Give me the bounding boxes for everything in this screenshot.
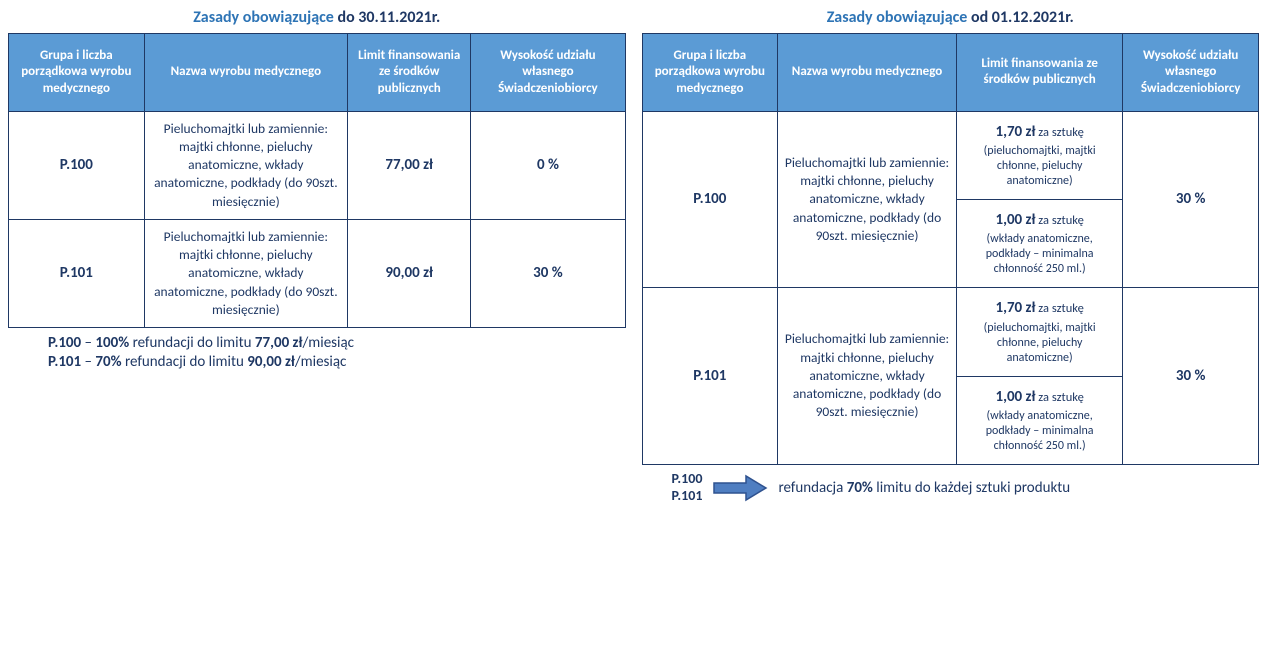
left-panel: Zasady obowiązujące do 30.11.2021r. Grup… xyxy=(8,8,626,504)
left-row0-code: P.100 xyxy=(9,111,145,219)
table-row: P.101 Pieluchomajtki lub zamiennie: majt… xyxy=(642,288,1259,376)
right-footer-codes: P.100 P.101 xyxy=(672,471,703,505)
left-footer-line-1: P.101 – 70% refundacji do limitu 90,00 z… xyxy=(8,353,626,371)
left-table: Grupa i liczba porządkowa wyrobu medyczn… xyxy=(8,33,626,328)
left-col-3: Wysokość udziału własnego Świadczeniobio… xyxy=(471,34,625,112)
left-col-2: Limit finansowania ze środków publicznyc… xyxy=(348,34,471,112)
right-row1-limit-0: 1,70 zł za sztukę (pieluchomajtki, majtk… xyxy=(956,288,1122,376)
right-row1-pct: 30 % xyxy=(1123,288,1259,465)
right-col-0: Grupa i liczba porządkowa wyrobu medyczn… xyxy=(642,34,778,112)
right-row0-code: P.100 xyxy=(642,111,778,288)
left-title-date: do 30.11.2021r. xyxy=(337,8,440,27)
right-col-3: Wysokość udziału własnego Świadczeniobio… xyxy=(1123,34,1259,112)
arrow-right-icon xyxy=(712,474,768,502)
right-row0-limit-1: 1,00 zł za sztukę (wkłady anatomiczne, p… xyxy=(956,200,1122,288)
left-row1-code: P.101 xyxy=(9,219,145,327)
left-footer-line-0: P.100 – 100% refundacji do limitu 77,00 … xyxy=(8,334,626,352)
left-row0-pct: 0 % xyxy=(471,111,625,219)
right-col-2: Limit finansowania ze środków publicznyc… xyxy=(956,34,1122,112)
right-row1-limit-1: 1,00 zł za sztukę (wkłady anatomiczne, p… xyxy=(956,376,1122,464)
right-col-1: Nazwa wyrobu medycznego xyxy=(778,34,957,112)
left-row1-limit: 90,00 zł xyxy=(348,219,471,327)
right-title-date: od 01.12.2021r. xyxy=(971,8,1074,27)
right-table: Grupa i liczba porządkowa wyrobu medyczn… xyxy=(642,33,1260,465)
table-row: P.101 Pieluchomajtki lub zamiennie: majt… xyxy=(9,219,626,327)
table-row: P.100 Pieluchomajtki lub zamiennie: majt… xyxy=(9,111,626,219)
left-col-1: Nazwa wyrobu medycznego xyxy=(144,34,347,112)
table-row: P.100 Pieluchomajtki lub zamiennie: majt… xyxy=(642,111,1259,199)
right-row0-desc: Pieluchomajtki lub zamiennie: majtki chł… xyxy=(778,111,957,288)
right-footer: P.100 P.101 refundacja 70% limitu do każ… xyxy=(642,471,1260,505)
left-title: Zasady obowiązujące do 30.11.2021r. xyxy=(8,8,626,27)
left-title-pre: Zasady obowiązujące xyxy=(193,8,337,27)
left-row1-pct: 30 % xyxy=(471,219,625,327)
right-panel: Zasady obowiązujące od 01.12.2021r. Grup… xyxy=(642,8,1260,504)
right-row1-desc: Pieluchomajtki lub zamiennie: majtki chł… xyxy=(778,288,957,465)
left-row0-desc: Pieluchomajtki lub zamiennie: majtki chł… xyxy=(144,111,347,219)
right-row0-limit-0: 1,70 zł za sztukę (pieluchomajtki, majtk… xyxy=(956,111,1122,199)
right-row0-pct: 30 % xyxy=(1123,111,1259,288)
right-row1-code: P.101 xyxy=(642,288,778,465)
right-title-pre: Zasady obowiązujące xyxy=(827,8,971,27)
left-col-0: Grupa i liczba porządkowa wyrobu medyczn… xyxy=(9,34,145,112)
left-footer: P.100 – 100% refundacji do limitu 77,00 … xyxy=(8,334,626,371)
left-row1-desc: Pieluchomajtki lub zamiennie: majtki chł… xyxy=(144,219,347,327)
left-row0-limit: 77,00 zł xyxy=(348,111,471,219)
right-footer-text: refundacja 70% limitu do każdej sztuki p… xyxy=(778,479,1070,497)
right-title: Zasady obowiązujące od 01.12.2021r. xyxy=(642,8,1260,27)
